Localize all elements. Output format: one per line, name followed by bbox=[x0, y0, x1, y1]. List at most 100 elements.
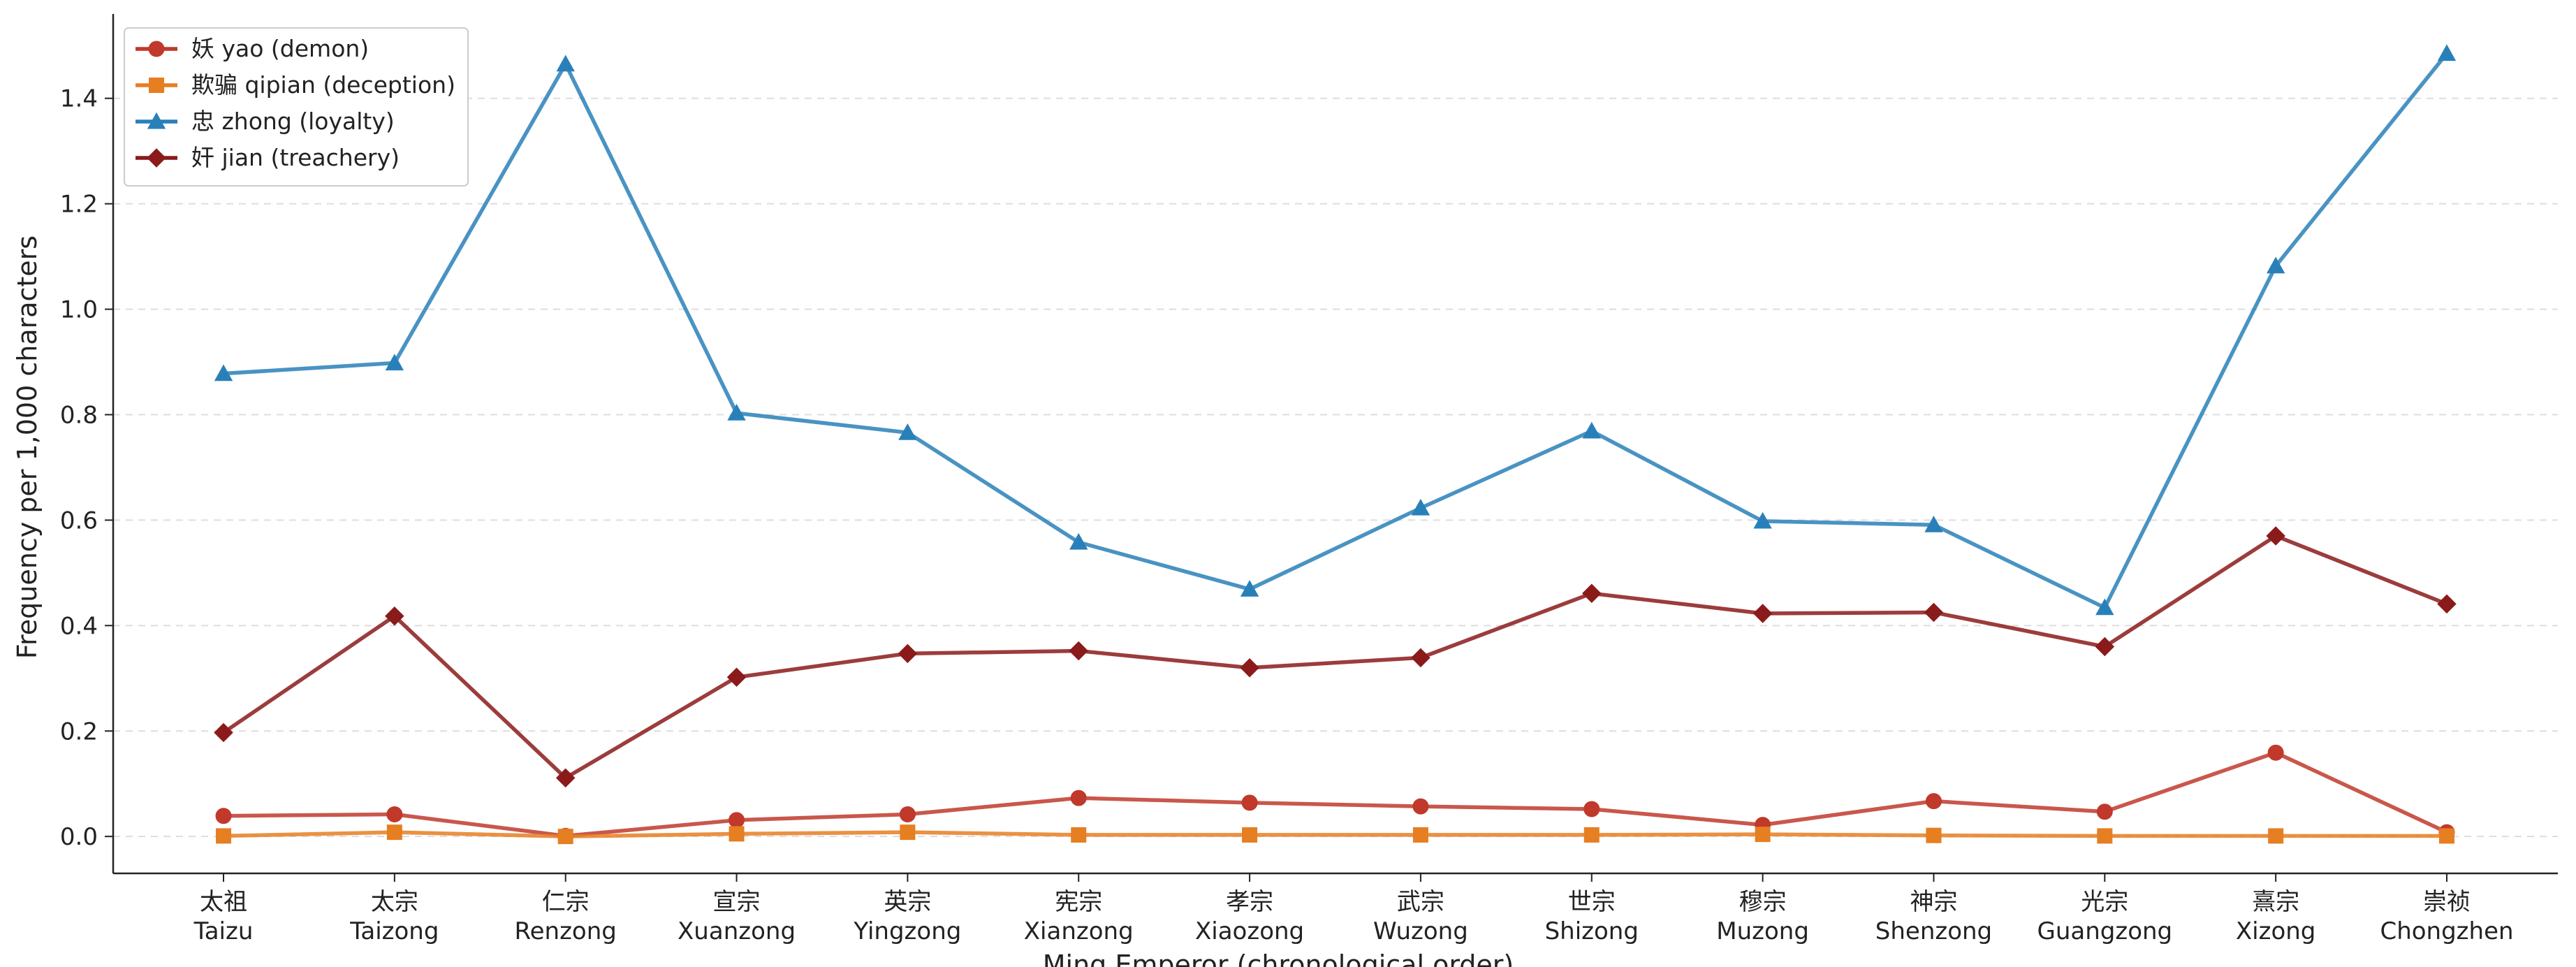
x-tick-label-zh: 孝宗 bbox=[1226, 888, 1273, 916]
data-point bbox=[2268, 828, 2284, 844]
y-tick-label: 0.6 bbox=[60, 507, 98, 535]
data-point bbox=[898, 423, 917, 440]
data-point bbox=[1583, 801, 1600, 817]
data-point bbox=[385, 354, 404, 371]
data-point bbox=[1924, 602, 1944, 623]
data-point bbox=[1411, 648, 1430, 668]
legend-swatch-marker bbox=[148, 41, 165, 57]
x-tick-label-en: Xiaozong bbox=[1195, 917, 1304, 945]
x-tick-label-en: Wuzong bbox=[1373, 917, 1468, 945]
legend-item: 奸 jian (treachery) bbox=[136, 144, 400, 171]
data-point bbox=[729, 826, 745, 842]
data-point bbox=[1411, 498, 1430, 516]
data-point bbox=[2437, 44, 2457, 61]
data-point bbox=[2095, 598, 2114, 616]
series-line bbox=[223, 750, 2448, 838]
series-line bbox=[223, 830, 2447, 838]
y-tick-label: 0.2 bbox=[60, 718, 98, 746]
legend-box bbox=[124, 27, 469, 187]
y-axis-label: Frequency per 1,000 characters bbox=[12, 235, 43, 659]
legend-label: 妖 yao (demon) bbox=[191, 35, 369, 62]
data-point bbox=[1240, 657, 1259, 678]
x-tick-label-zh: 英宗 bbox=[884, 888, 931, 916]
y-ticks: 0.0 0.2 0.4 0.6 0.8 1.0 1.2 1.4 bbox=[60, 85, 113, 851]
series-triangle bbox=[214, 44, 2457, 616]
x-tick-label-en: Shizong bbox=[1545, 917, 1639, 945]
data-point bbox=[1582, 421, 1601, 439]
data-point bbox=[1070, 790, 1087, 806]
data-point bbox=[216, 828, 231, 844]
x-tick-label-en: Chongzhen bbox=[2380, 917, 2513, 945]
x-tick-label-zh: 太宗 bbox=[371, 888, 418, 916]
data-point bbox=[386, 824, 402, 841]
data-point bbox=[214, 364, 233, 381]
data-point bbox=[555, 768, 576, 788]
data-point bbox=[1240, 580, 1259, 597]
x-tick-label-en: Xuanzong bbox=[678, 917, 796, 945]
legend-label: 忠 zhong (loyalty) bbox=[191, 108, 395, 135]
data-point bbox=[1069, 641, 1088, 661]
data-point bbox=[1412, 827, 1428, 843]
x-tick-label-en: Taizong bbox=[349, 917, 439, 945]
data-point bbox=[1582, 583, 1602, 604]
data-point bbox=[214, 722, 233, 743]
x-tick-label-zh: 武宗 bbox=[1397, 888, 1444, 916]
series-line bbox=[223, 52, 2449, 610]
data-point bbox=[2437, 594, 2457, 614]
data-point bbox=[2097, 828, 2113, 844]
y-tick-label: 0.8 bbox=[60, 401, 98, 429]
series-line bbox=[222, 534, 2448, 780]
data-point bbox=[898, 644, 918, 664]
y-tick-label: 0.4 bbox=[60, 612, 98, 640]
y-tick-label: 1.2 bbox=[60, 191, 98, 219]
x-tick-label-en: Xizong bbox=[2236, 917, 2316, 945]
series-group bbox=[214, 44, 2457, 845]
data-point bbox=[1926, 827, 1942, 843]
data-point bbox=[726, 667, 747, 688]
data-point bbox=[900, 824, 916, 841]
data-point bbox=[2266, 256, 2285, 274]
data-point bbox=[2439, 828, 2454, 844]
x-tick-label-en: Guangzong bbox=[2037, 917, 2172, 945]
data-point bbox=[1583, 827, 1600, 843]
y-tick-label: 1.4 bbox=[60, 85, 98, 113]
y-tick-label: 1.0 bbox=[60, 296, 98, 324]
data-point bbox=[1412, 798, 1429, 815]
series-square bbox=[216, 824, 2454, 845]
legend-label: 奸 jian (treachery) bbox=[191, 144, 400, 171]
legend-swatch-marker bbox=[147, 112, 166, 129]
data-point bbox=[557, 829, 573, 845]
data-point bbox=[2095, 637, 2115, 657]
x-tick-label-zh: 熹宗 bbox=[2252, 888, 2299, 916]
axes bbox=[112, 14, 2558, 875]
legend-swatch-marker bbox=[149, 78, 164, 93]
x-tick-label-zh: 光宗 bbox=[2081, 888, 2128, 916]
data-point bbox=[1925, 793, 1942, 810]
data-point bbox=[215, 808, 232, 824]
data-point bbox=[2266, 526, 2285, 546]
data-point bbox=[1071, 827, 1087, 843]
x-tick-label-en: Xianzong bbox=[1024, 917, 1134, 945]
legend: 妖 yao (demon) 欺骗 qipian (deception) 忠 zhon… bbox=[124, 27, 469, 187]
legend-label: 欺骗 qipian (deception) bbox=[191, 71, 455, 99]
x-tick-label-zh: 太祖 bbox=[200, 888, 247, 916]
x-tick-label-zh: 神宗 bbox=[1910, 888, 1957, 916]
data-point bbox=[727, 404, 746, 421]
data-point bbox=[1241, 794, 1258, 811]
data-point bbox=[385, 606, 404, 626]
data-point bbox=[899, 806, 916, 822]
data-point bbox=[2267, 744, 2284, 761]
x-tick-label-en: Renzong bbox=[515, 917, 617, 945]
data-point bbox=[1242, 827, 1258, 843]
data-point bbox=[2096, 804, 2113, 820]
data-point bbox=[1924, 516, 1943, 532]
x-tick-label-en: Yingzong bbox=[853, 917, 961, 945]
data-point bbox=[1753, 511, 1772, 529]
legend-swatch-marker bbox=[147, 148, 166, 168]
series-circle bbox=[215, 744, 2455, 844]
x-tick-label-zh: 穆宗 bbox=[1739, 888, 1787, 916]
y-tick-label: 0.0 bbox=[60, 823, 98, 851]
x-tick-label-en: Muzong bbox=[1716, 917, 1809, 945]
